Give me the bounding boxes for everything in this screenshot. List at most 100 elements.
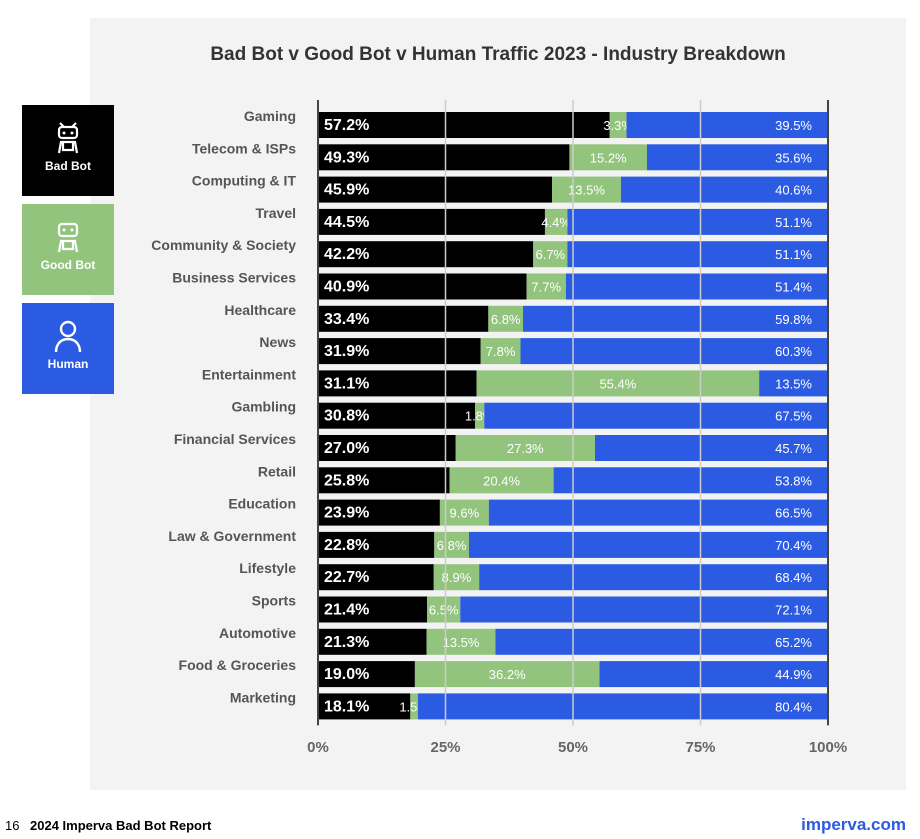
data-label: 67.5% <box>775 409 812 424</box>
data-label: 49.3% <box>324 149 369 166</box>
data-label: 51.1% <box>775 247 812 262</box>
bar-segment-good-bot <box>533 241 568 268</box>
data-label: 20.4% <box>483 473 520 488</box>
bar-segment-human <box>484 402 828 429</box>
data-label: 21.3% <box>324 634 369 651</box>
data-label: 80.4% <box>775 699 812 714</box>
bar-segment-bad-bot <box>318 693 411 720</box>
x-tick-label: 25% <box>430 739 460 756</box>
chart-title: Bad Bot v Good Bot v Human Traffic 2023 … <box>210 44 786 65</box>
bar-segment-human <box>479 564 828 591</box>
legend-human: Human <box>22 303 114 394</box>
legend-label: Human <box>47 357 89 371</box>
bar-segment-bad-bot <box>318 208 545 235</box>
bar-segment-good-bot <box>526 273 566 300</box>
data-label: 21.4% <box>324 602 369 619</box>
data-label: 66.5% <box>775 506 812 521</box>
bar-segment-bad-bot <box>318 467 450 494</box>
data-label: 45.7% <box>775 441 812 456</box>
bar-segment-human <box>626 112 828 138</box>
data-label: 42.2% <box>324 246 369 263</box>
data-label: 18.1% <box>324 698 369 715</box>
bar-segment-bad-bot <box>318 273 527 300</box>
bar-segment-good-bot <box>426 628 496 655</box>
bar-segment-good-bot <box>433 564 480 591</box>
data-label: 36.2% <box>489 667 526 682</box>
bar-segment-bad-bot <box>318 531 435 558</box>
category-label: Gambling <box>231 399 296 415</box>
data-label: 33.4% <box>324 311 369 328</box>
bar-segment-human <box>520 338 828 365</box>
data-label: 45.9% <box>324 182 369 199</box>
bar-segment-human <box>567 208 828 235</box>
bar-segment-bad-bot <box>318 241 534 268</box>
legend-good-bot: Good Bot <box>22 204 114 295</box>
data-label: 60.3% <box>775 344 812 359</box>
legend-bad-bot: Bad Bot <box>22 105 114 196</box>
data-label: 3.3% <box>603 118 633 133</box>
data-label: 7.7% <box>531 280 561 295</box>
category-label: Business Services <box>172 270 296 286</box>
data-label: 6.5% <box>429 603 459 618</box>
data-label: 6.8% <box>437 538 467 553</box>
data-label: 25.8% <box>324 472 369 489</box>
bar-segment-good-bot <box>609 112 627 138</box>
data-label: 30.8% <box>324 408 369 425</box>
category-label: Law & Government <box>168 528 296 544</box>
bar-segment-bad-bot <box>318 402 476 429</box>
bar-segment-human <box>565 273 828 300</box>
site-link[interactable]: imperva.com <box>801 815 906 834</box>
data-label: 35.6% <box>775 150 812 165</box>
data-label: 7.8% <box>486 344 516 359</box>
human-icon <box>54 320 82 353</box>
data-label: 9.6% <box>450 506 480 521</box>
data-label: 55.4% <box>599 376 636 391</box>
legend-label: Good Bot <box>40 258 96 272</box>
bar-segment-bad-bot <box>318 596 428 623</box>
x-tick-label: 50% <box>558 739 588 756</box>
bar-segment-human <box>620 176 828 203</box>
bar-segment-bad-bot <box>318 112 610 138</box>
category-label: Retail <box>258 463 296 479</box>
data-label: 6.8% <box>491 312 521 327</box>
data-label: 44.9% <box>775 667 812 682</box>
category-label: Education <box>228 496 296 512</box>
bar-segment-good-bot <box>455 435 595 461</box>
bar-segment-human <box>759 370 828 397</box>
bar-segment-bad-bot <box>318 661 415 688</box>
category-label: Financial Services <box>174 431 296 447</box>
bar-segment-human <box>553 467 828 494</box>
data-label: 53.8% <box>775 473 812 488</box>
data-label: 40.9% <box>324 279 369 296</box>
data-label: 59.8% <box>775 312 812 327</box>
bar-segment-bad-bot <box>318 176 553 203</box>
bad-bot-icon <box>57 122 79 154</box>
data-label: 39.5% <box>775 118 812 133</box>
bar-segment-human <box>495 628 828 655</box>
legend-label: Bad Bot <box>45 159 91 173</box>
bar-segment-bad-bot <box>318 338 481 365</box>
bar-segment-good-bot <box>480 338 521 365</box>
data-label: 51.4% <box>775 280 812 295</box>
data-label: 51.1% <box>775 215 812 230</box>
data-label: 4.4% <box>541 215 571 230</box>
data-label: 8.9% <box>442 570 472 585</box>
bar-segment-good-bot <box>475 402 485 429</box>
bar-segment-bad-bot <box>318 564 434 591</box>
bar-segment-human <box>599 661 828 688</box>
data-label: 57.2% <box>324 117 369 134</box>
data-label: 23.9% <box>324 505 369 522</box>
bar-segment-good-bot <box>569 144 647 171</box>
data-label: 40.6% <box>775 183 812 198</box>
category-label: Gaming <box>244 108 296 124</box>
data-label: 13.5% <box>775 376 812 391</box>
category-label: News <box>259 334 296 350</box>
data-label: 19.0% <box>324 666 369 683</box>
data-label: 22.7% <box>324 569 369 586</box>
report-title: 2024 Imperva Bad Bot Report <box>30 818 212 833</box>
bar-segment-good-bot <box>488 305 524 332</box>
data-label: 15.2% <box>590 150 627 165</box>
bar-segment-human <box>594 435 828 461</box>
bar-segment-bad-bot <box>318 305 489 332</box>
bar-segment-good-bot <box>449 467 554 494</box>
